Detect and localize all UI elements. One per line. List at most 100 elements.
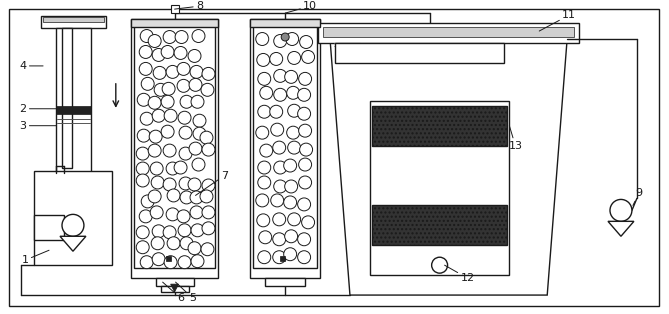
Circle shape <box>432 257 448 273</box>
Circle shape <box>284 196 296 209</box>
Circle shape <box>141 195 154 208</box>
Circle shape <box>300 35 312 48</box>
Circle shape <box>288 104 300 117</box>
Circle shape <box>298 198 310 211</box>
Circle shape <box>163 30 176 44</box>
Text: 5: 5 <box>175 282 196 303</box>
Bar <box>171 5 179 13</box>
Circle shape <box>190 191 203 204</box>
Circle shape <box>259 231 272 244</box>
Text: 13: 13 <box>508 126 522 151</box>
Circle shape <box>285 70 298 83</box>
Circle shape <box>274 161 287 174</box>
Circle shape <box>149 190 161 203</box>
Circle shape <box>153 66 166 79</box>
Circle shape <box>191 95 204 108</box>
Circle shape <box>178 111 191 124</box>
Circle shape <box>258 251 271 264</box>
Circle shape <box>180 95 193 108</box>
Circle shape <box>285 230 298 243</box>
Circle shape <box>179 126 192 139</box>
Circle shape <box>298 158 312 171</box>
Circle shape <box>284 248 296 261</box>
Circle shape <box>202 179 215 192</box>
Text: 12: 12 <box>445 265 474 283</box>
Circle shape <box>285 180 298 193</box>
Bar <box>372 205 507 245</box>
Circle shape <box>274 88 287 101</box>
Circle shape <box>164 256 177 269</box>
Bar <box>56 106 91 114</box>
Bar <box>372 106 507 146</box>
Circle shape <box>179 177 192 190</box>
Bar <box>43 17 104 22</box>
Circle shape <box>141 77 154 90</box>
Circle shape <box>150 206 163 219</box>
Polygon shape <box>60 236 86 251</box>
Circle shape <box>136 162 149 175</box>
Circle shape <box>140 30 153 42</box>
Bar <box>250 19 320 27</box>
Circle shape <box>179 147 192 160</box>
Bar <box>41 16 106 28</box>
Circle shape <box>164 109 177 122</box>
Bar <box>370 101 509 275</box>
Circle shape <box>190 65 203 78</box>
Bar <box>318 23 579 43</box>
Circle shape <box>287 126 300 139</box>
Circle shape <box>139 62 152 75</box>
Circle shape <box>188 242 201 255</box>
Circle shape <box>62 214 84 236</box>
Circle shape <box>298 107 310 120</box>
Circle shape <box>270 105 283 118</box>
Polygon shape <box>608 221 634 236</box>
Circle shape <box>139 210 152 223</box>
Circle shape <box>202 143 215 156</box>
Text: 8: 8 <box>175 1 203 11</box>
Text: 4: 4 <box>19 61 43 71</box>
Circle shape <box>273 141 286 154</box>
Circle shape <box>151 176 164 189</box>
Text: 1: 1 <box>21 250 49 265</box>
Circle shape <box>257 53 270 66</box>
Circle shape <box>161 46 174 58</box>
Bar <box>34 215 64 240</box>
Circle shape <box>271 194 284 207</box>
Circle shape <box>200 190 213 203</box>
Circle shape <box>178 224 191 237</box>
Circle shape <box>302 51 314 63</box>
Circle shape <box>610 199 632 221</box>
Circle shape <box>202 222 215 235</box>
Circle shape <box>202 206 215 219</box>
Circle shape <box>287 86 300 99</box>
Circle shape <box>163 226 176 239</box>
Bar <box>130 19 218 278</box>
Circle shape <box>288 51 300 64</box>
Circle shape <box>163 178 176 191</box>
Circle shape <box>175 30 188 44</box>
Circle shape <box>191 224 204 237</box>
Circle shape <box>163 144 176 157</box>
Bar <box>130 19 218 27</box>
Circle shape <box>271 123 284 136</box>
Circle shape <box>152 109 165 122</box>
Circle shape <box>188 50 201 62</box>
Circle shape <box>193 114 206 127</box>
Circle shape <box>300 143 312 156</box>
Polygon shape <box>171 284 179 292</box>
Circle shape <box>302 216 314 229</box>
Circle shape <box>149 144 161 157</box>
Circle shape <box>273 233 286 246</box>
Circle shape <box>180 191 193 204</box>
Circle shape <box>161 125 174 138</box>
Circle shape <box>281 33 289 41</box>
Circle shape <box>274 69 287 82</box>
Bar <box>335 43 504 63</box>
Circle shape <box>167 237 180 250</box>
Circle shape <box>136 226 149 239</box>
Text: 3: 3 <box>19 121 56 131</box>
Circle shape <box>190 206 203 219</box>
Text: 11: 11 <box>539 10 576 31</box>
Circle shape <box>137 129 150 142</box>
Circle shape <box>136 241 149 254</box>
